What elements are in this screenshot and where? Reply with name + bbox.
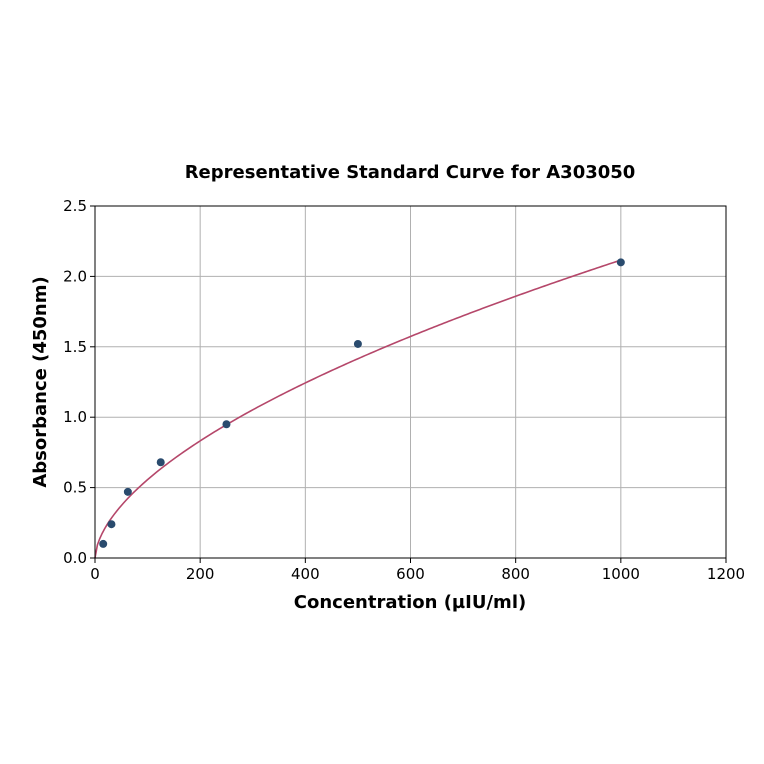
data-point — [99, 539, 108, 548]
y-tick-label: 1.5 — [63, 338, 87, 356]
data-point — [123, 487, 132, 496]
x-tick-label: 600 — [396, 565, 425, 583]
y-tick-label: 1.0 — [63, 408, 87, 426]
y-tick-label: 0.0 — [63, 549, 87, 567]
x-axis-label: Concentration (µIU/ml) — [294, 592, 526, 613]
grid-lines — [95, 206, 726, 558]
y-tick-label: 2.0 — [63, 267, 87, 285]
data-point — [353, 339, 362, 348]
data-points — [99, 258, 625, 548]
x-axis-ticks: 0 200 400 600 800 1000 1200 — [90, 558, 745, 583]
x-tick-label: 800 — [501, 565, 530, 583]
data-point — [107, 520, 116, 529]
data-point — [156, 458, 165, 467]
data-point — [222, 420, 231, 429]
x-tick-label: 0 — [90, 565, 100, 583]
y-tick-label: 0.5 — [63, 479, 87, 497]
y-tick-label: 2.5 — [63, 197, 87, 215]
y-axis-ticks: 0.0 0.5 1.0 1.5 2.0 2.5 — [63, 197, 95, 567]
x-tick-label: 400 — [291, 565, 320, 583]
y-axis-label: Absorbance (450nm) — [30, 276, 51, 487]
chart-title: Representative Standard Curve for A30305… — [185, 162, 636, 183]
fit-curve-layer — [94, 259, 622, 559]
fit-curve — [94, 259, 622, 559]
data-point — [616, 258, 625, 267]
x-tick-label: 1000 — [602, 565, 640, 583]
x-tick-label: 200 — [186, 565, 215, 583]
x-tick-label: 1200 — [707, 565, 745, 583]
